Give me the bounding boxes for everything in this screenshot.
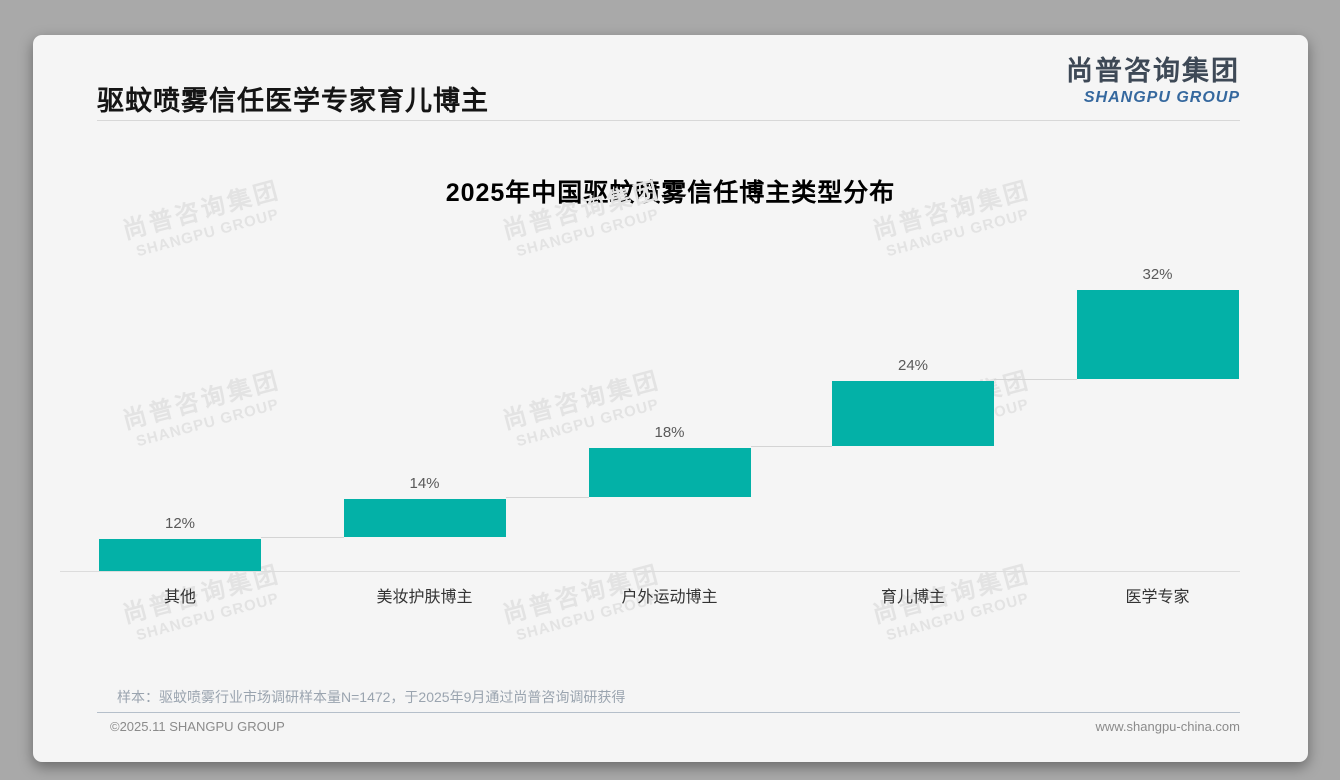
category-label: 其他 (163, 589, 196, 606)
footer-website: www.shangpu-china.com (1095, 719, 1240, 734)
bar-value-label: 24% (897, 356, 929, 374)
category-label: 医学专家 (1125, 589, 1190, 606)
step-connector-line (261, 537, 344, 539)
page-title: 驱蚊喷雾信任医学专家育儿博主 (97, 86, 489, 116)
chart-title: 2025年中国驱蚊喷雾信任博主类型分布 (445, 179, 896, 207)
bar-value-label: 12% (164, 515, 196, 533)
footer-copyright: ©2025.11 SHANGPU GROUP (110, 719, 285, 734)
sample-note: 样本：驱蚊喷雾行业市场调研样本量N=1472，于2025年9月通过尚普咨询调研获… (117, 689, 626, 705)
footer-divider (97, 712, 1240, 713)
header-divider (97, 120, 1240, 121)
waterfall-chart: 12% 其他 14% 美妆护肤博主 18% 户外运动博主 24% 育儿博主 32% 医学专家 (33, 35, 1308, 762)
bar-value-label: 14% (409, 475, 440, 493)
company-logo: 尚普咨询集团 SHANGPU GROUP (1066, 58, 1240, 106)
x-axis-baseline (60, 571, 1240, 572)
report-card: 驱蚊喷雾信任医学专家育儿博主 尚普咨询集团 SHANGPU GROUP 尚普咨询… (33, 35, 1308, 762)
logo-chinese-text: 尚普咨询集团 (1066, 56, 1240, 86)
bar-value-label: 18% (654, 424, 685, 442)
category-label: 户外运动博主 (621, 589, 718, 606)
bar-美妆护肤博主 (343, 499, 506, 538)
bar-value-label: 32% (1142, 266, 1173, 283)
bar-其他 (99, 539, 261, 571)
category-label: 育儿博主 (880, 589, 945, 606)
step-connector-line (994, 378, 1077, 380)
logo-english-text: SHANGPU GROUP (1083, 89, 1240, 106)
bar-医学专家 (1076, 290, 1239, 379)
step-connector-line (750, 446, 832, 448)
category-label: 美妆护肤博主 (376, 589, 473, 606)
bar-户外运动博主 (588, 448, 751, 498)
bar-育儿博主 (832, 380, 994, 447)
step-connector-line (505, 497, 589, 499)
